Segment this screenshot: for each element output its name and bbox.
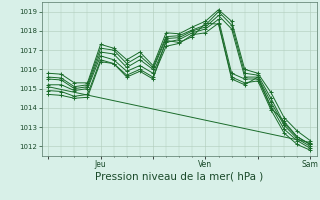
X-axis label: Pression niveau de la mer( hPa ): Pression niveau de la mer( hPa ) [95, 172, 263, 182]
